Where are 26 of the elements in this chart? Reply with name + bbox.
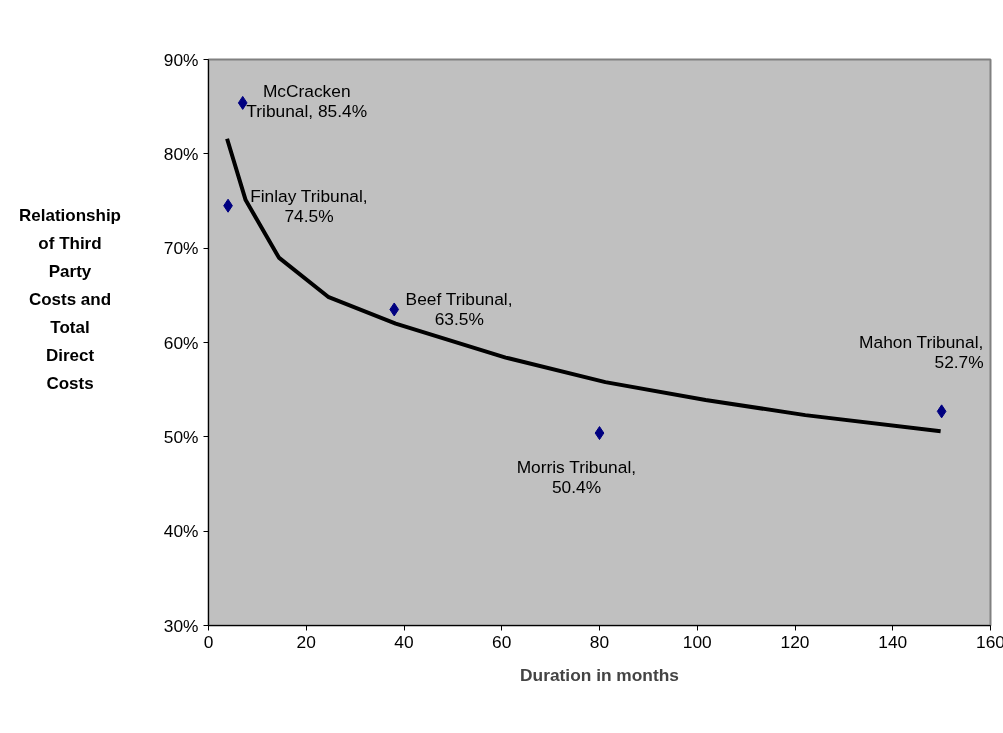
data-label: Beef Tribunal, 63.5% [405, 289, 513, 330]
x-tick-label: 80 [589, 631, 610, 652]
y-axis-title: Relationship of Third Party Costs and Total Direct Costs [18, 205, 121, 395]
x-tick-label: 40 [394, 631, 414, 652]
point [594, 426, 605, 441]
point [936, 404, 947, 419]
y-tick-label: 40% [163, 521, 199, 542]
x-tick-label: 140 [878, 631, 908, 652]
point [389, 302, 400, 317]
point [237, 95, 248, 110]
data-label: Mahon Tribunal, 52.7% [859, 332, 984, 373]
x-tick-label: 0 [203, 631, 214, 652]
x-tick-label: 100 [682, 631, 712, 652]
y-tick-label: 50% [163, 426, 199, 447]
x-axis-title: Duration in months [520, 664, 679, 685]
x-tick-label: 20 [296, 631, 316, 652]
data-label: Morris Tribunal, 50.4% [516, 457, 637, 498]
y-tick-label: 90% [163, 49, 199, 70]
data-label: Finlay Tribunal, 74.5% [250, 185, 368, 226]
y-tick-label: 60% [163, 332, 199, 353]
y-tick-label: 70% [163, 238, 199, 259]
y-tick-label: 30% [163, 615, 199, 636]
x-tick-label: 60 [492, 631, 512, 652]
y-tick-label: 80% [163, 143, 199, 164]
x-tick-label: 120 [780, 631, 810, 652]
data-label: McCracken Tribunal, 85.4% [246, 80, 368, 121]
